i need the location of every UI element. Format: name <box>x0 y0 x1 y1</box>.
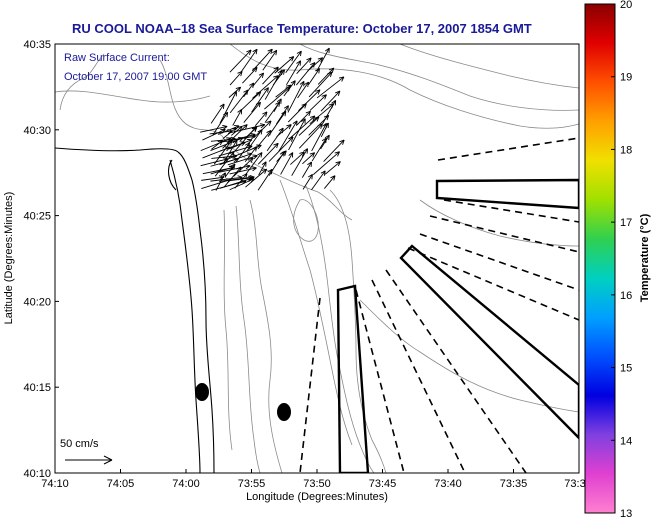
x-tick-label: 74:10 <box>41 478 69 490</box>
colorbar: 20 19 18 17 16 15 14 13 Temperature (°C) <box>584 0 651 518</box>
annotation-line-1: Raw Surface Current: <box>64 52 170 64</box>
colorbar-tick-label: 19 <box>620 72 632 84</box>
plot-area <box>55 44 579 473</box>
figure-title: RU COOL NOAA–18 Sea Surface Temperature:… <box>72 21 532 36</box>
colorbar-tick-label: 16 <box>620 290 632 302</box>
hf-radar-dashes <box>299 137 579 473</box>
x-tick-label: 73:40 <box>434 478 462 490</box>
bathymetry-contour <box>293 199 319 242</box>
bathymetry-contour <box>399 44 579 89</box>
x-tick-label: 73:35 <box>500 478 528 490</box>
bathymetry-contour <box>249 199 283 473</box>
x-tick-label: 74:00 <box>172 478 200 490</box>
colorbar-label: Temperature (°C) <box>639 213 651 302</box>
x-tick-label: 73:45 <box>369 478 397 490</box>
x-tick-label: 73:50 <box>303 478 331 490</box>
colorbar-strip <box>584 3 616 514</box>
scale-label: 50 cm/s <box>60 438 99 450</box>
y-tick-label: 40:25 <box>23 211 51 223</box>
coastline <box>169 159 201 473</box>
x-tick-label: 73:3 <box>564 478 585 490</box>
bathymetry-contour <box>299 44 579 111</box>
x-axis-ticks: 74:10 74:05 74:00 73:55 73:50 73:45 73:40 73:35… <box>41 469 586 490</box>
colorbar-ticks: 20 19 18 17 16 15 14 13 <box>611 0 632 518</box>
y-tick-label: 40:35 <box>23 39 51 51</box>
y-tick-label: 40:10 <box>23 468 51 480</box>
bathymetry-contour <box>329 189 387 473</box>
shipping-lanes <box>336 178 579 473</box>
scale-arrow <box>65 455 113 465</box>
y-axis-label: Latitude (Degrees:Minutes) <box>3 192 15 325</box>
y-tick-label: 40:15 <box>23 382 51 394</box>
x-tick-label: 74:05 <box>107 478 135 490</box>
annotation-line-2: October 17, 2007 19:00 GMT <box>64 71 207 83</box>
colorbar-tick-label: 14 <box>620 435 632 447</box>
coastline <box>167 159 177 191</box>
y-tick-label: 40:30 <box>23 125 51 137</box>
bathymetry-contour <box>59 53 105 111</box>
colorbar-tick-label: 13 <box>620 508 632 518</box>
map-marker <box>277 403 291 421</box>
bathymetry-contour <box>159 59 223 137</box>
y-axis-ticks: 40:35 40:30 40:25 40:20 40:15 40:10 <box>23 39 59 480</box>
surface-current-vectors <box>200 47 345 191</box>
x-tick-label: 73:55 <box>238 478 266 490</box>
bathymetry-contour <box>419 199 579 247</box>
bathymetry-contour <box>55 90 211 103</box>
bathymetry-contour <box>223 209 233 451</box>
colorbar-tick-label: 15 <box>620 363 632 375</box>
colorbar-tick-label: 20 <box>620 0 632 11</box>
colorbar-tick-label: 17 <box>620 217 632 229</box>
coastline <box>177 151 215 473</box>
coastline <box>55 147 179 153</box>
map-marker <box>195 383 209 401</box>
y-tick-label: 40:20 <box>23 296 51 308</box>
colorbar-tick-label: 18 <box>620 144 632 156</box>
map-panel: Raw Surface Current: October 17, 2007 19… <box>3 39 586 503</box>
x-axis-label: Longitude (Degrees:Minutes) <box>246 491 388 503</box>
bathymetry-contour <box>235 205 261 473</box>
